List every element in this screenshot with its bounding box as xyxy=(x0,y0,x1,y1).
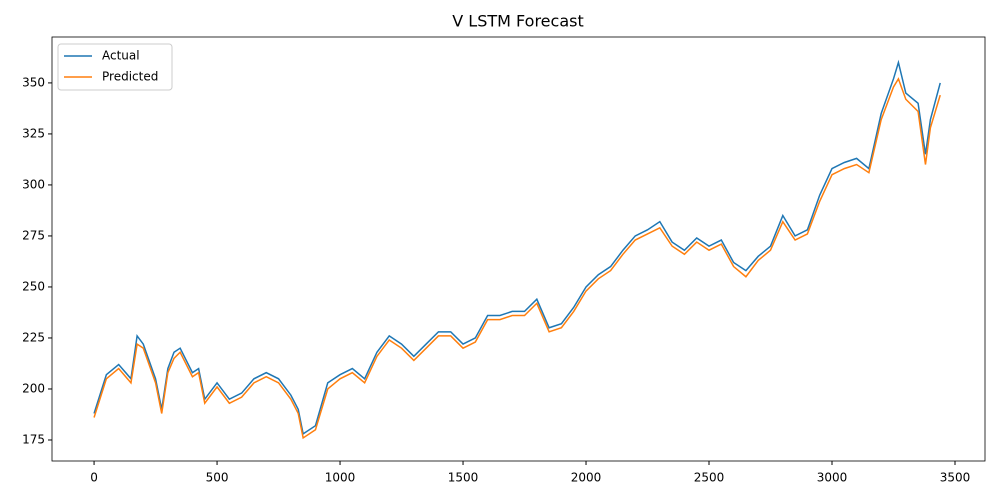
x-tick-label: 0 xyxy=(90,471,98,485)
line-series xyxy=(93,59,941,436)
legend-label: Actual xyxy=(102,49,140,63)
y-tick-label: 200 xyxy=(22,381,45,395)
y-tick-label: 175 xyxy=(22,432,45,446)
line-series xyxy=(93,77,941,440)
x-tick-label: 2500 xyxy=(694,471,725,485)
y-tick-label: 300 xyxy=(22,177,45,191)
y-tick-label: 225 xyxy=(22,330,45,344)
y-tick-label: 350 xyxy=(22,75,45,89)
x-tick-label: 3000 xyxy=(817,471,848,485)
legend-label: Predicted xyxy=(102,70,158,84)
y-tick-label: 250 xyxy=(22,279,45,293)
x-tick-label: 500 xyxy=(206,471,229,485)
y-tick-label: 325 xyxy=(22,126,45,140)
y-tick-label: 275 xyxy=(22,228,45,242)
x-tick-label: 1500 xyxy=(448,471,479,485)
x-tick-label: 3500 xyxy=(940,471,971,485)
x-tick-label: 1000 xyxy=(325,471,356,485)
chart-title: V LSTM Forecast xyxy=(452,12,583,31)
axes-frame xyxy=(51,36,986,462)
x-tick-label: 2000 xyxy=(571,471,602,485)
